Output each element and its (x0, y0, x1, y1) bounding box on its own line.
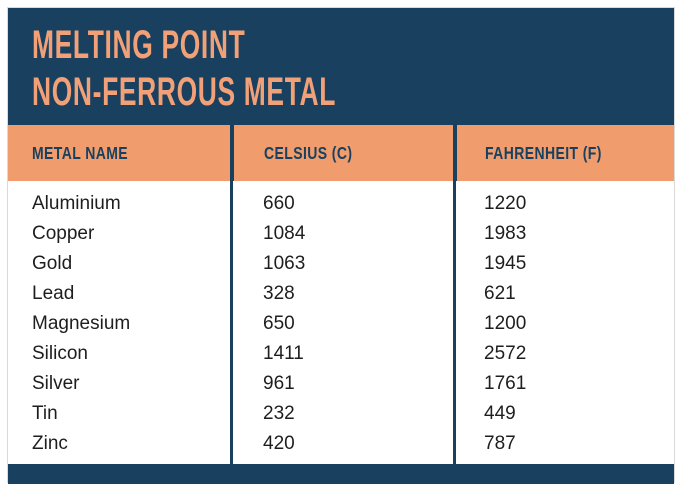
table-cell-metal: Lead (32, 283, 75, 304)
column-header-fahrenheit: FAHRENHEIT (F) (453, 125, 674, 181)
table-cell-fahrenheit: 787 (484, 433, 516, 454)
title-band: MELTING POINT NON-FERROUS METAL (8, 8, 674, 125)
table-header-row: METAL NAME CELSIUS (C) FAHRENHEIT (F) (8, 125, 674, 181)
table-cell-fahrenheit: 2572 (484, 343, 527, 364)
footer-bar (8, 464, 674, 484)
table-cell-celsius: 1063 (263, 253, 306, 274)
table-cell-fahrenheit: 1220 (484, 193, 527, 214)
table-cell-fahrenheit: 1761 (484, 373, 527, 394)
celsius-column: 660 1084 1063 328 650 1411 961 232 420 (230, 181, 453, 464)
table-cell-celsius: 1084 (263, 223, 306, 244)
page-title-line-1: MELTING POINT (32, 22, 674, 69)
page-title-text-2: NON-FERROUS METAL (32, 70, 337, 114)
table-cell-metal: Tin (32, 403, 58, 424)
table-cell-celsius: 1411 (263, 343, 304, 364)
column-header-metal-name: METAL NAME (8, 125, 230, 181)
table-cell-celsius: 650 (263, 313, 295, 334)
table-cell-fahrenheit: 1200 (484, 313, 527, 334)
table-body: Aluminium Copper Gold Lead Magnesium Silicon S… (8, 181, 674, 464)
table-cell-celsius: 328 (263, 283, 295, 304)
column-header-celsius-label: CELSIUS (C) (264, 142, 353, 163)
table-cell-metal: Copper (32, 223, 95, 244)
table-cell-metal: Aluminium (32, 193, 121, 214)
column-header-metal-name-label: METAL NAME (32, 142, 129, 163)
table-cell-celsius: 660 (263, 193, 295, 214)
table-cell-celsius: 232 (263, 403, 295, 424)
page-title-line-2: NON-FERROUS METAL (32, 69, 674, 116)
page-title-text-1: MELTING POINT (32, 23, 246, 67)
table-cell-fahrenheit: 621 (484, 283, 516, 304)
table-cell-fahrenheit: 449 (484, 403, 516, 424)
fahrenheit-column: 1220 1983 1945 621 1200 2572 1761 449 787 (453, 181, 674, 464)
table-cell-metal: Gold (32, 253, 73, 274)
table-cell-fahrenheit: 1945 (484, 253, 527, 274)
melting-point-infographic: MELTING POINT NON-FERROUS METAL METAL NA… (7, 7, 675, 484)
table-cell-celsius: 961 (263, 373, 295, 394)
column-header-fahrenheit-label: FAHRENHEIT (F) (485, 142, 602, 163)
metal-name-column: Aluminium Copper Gold Lead Magnesium Silicon S… (8, 181, 230, 464)
table-cell-metal: Zinc (32, 433, 68, 454)
table-cell-metal: Silicon (32, 343, 88, 364)
table-cell-celsius: 420 (263, 433, 295, 454)
table-cell-fahrenheit: 1983 (484, 223, 527, 244)
table-cell-metal: Magnesium (32, 313, 131, 334)
table-cell-metal: Silver (32, 373, 80, 394)
column-header-celsius: CELSIUS (C) (230, 125, 453, 181)
